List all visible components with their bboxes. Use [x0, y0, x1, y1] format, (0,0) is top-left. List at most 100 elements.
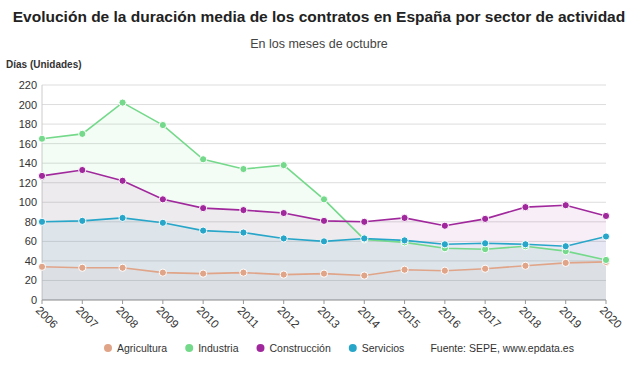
- point: [522, 262, 529, 269]
- point: [361, 218, 368, 225]
- x-tick-label: 2020: [598, 304, 625, 331]
- point: [280, 271, 287, 278]
- point: [320, 196, 327, 203]
- point: [320, 270, 327, 277]
- point: [482, 215, 489, 222]
- y-tick-label: 40: [25, 255, 37, 267]
- point: [562, 259, 569, 266]
- point: [119, 214, 126, 221]
- point: [38, 172, 45, 179]
- y-axis-label: Días (Unidades): [6, 59, 82, 70]
- x-tick-label: 2012: [275, 304, 302, 331]
- point: [361, 272, 368, 279]
- point: [159, 121, 166, 128]
- legend-label: Agricultura: [117, 342, 167, 354]
- point: [200, 156, 207, 163]
- x-tick-label: 2009: [154, 304, 181, 331]
- point: [361, 235, 368, 242]
- x-tick-label: 2014: [356, 304, 383, 331]
- x-tick-label: 2019: [557, 304, 584, 331]
- title: Evolución de la duración media de los co…: [13, 8, 625, 25]
- point: [441, 267, 448, 274]
- chart: Evolución de la duración media de los co…: [0, 0, 638, 375]
- point: [562, 202, 569, 209]
- x-tick-label: 2018: [517, 304, 544, 331]
- point: [119, 264, 126, 271]
- point: [522, 241, 529, 248]
- y-tick-label: 220: [19, 79, 37, 91]
- legend: Agricultura Industria Construcción Servicio…: [104, 342, 404, 354]
- point: [240, 165, 247, 172]
- point: [38, 218, 45, 225]
- point: [401, 237, 408, 244]
- point: [119, 177, 126, 184]
- y-tick-label: 120: [19, 177, 37, 189]
- point: [38, 135, 45, 142]
- point: [280, 162, 287, 169]
- x-tick-label: 2011: [235, 304, 261, 330]
- y-tick-label: 80: [25, 216, 37, 228]
- legend-swatch: [256, 344, 264, 352]
- y-tick-label: 100: [19, 196, 37, 208]
- point: [240, 269, 247, 276]
- y-tick-label: 180: [19, 118, 37, 130]
- point: [320, 238, 327, 245]
- x-tick-label: 2008: [114, 304, 141, 331]
- x-tick-label: 2010: [195, 304, 222, 331]
- legend-swatch: [104, 344, 112, 352]
- point: [38, 263, 45, 270]
- series-line: [42, 218, 606, 246]
- x-tick-label: 2017: [477, 304, 504, 331]
- legend-swatch: [185, 344, 193, 352]
- point: [200, 227, 207, 234]
- series-area: [42, 218, 606, 300]
- series-area: [42, 103, 606, 300]
- point: [280, 235, 287, 242]
- series-line: [42, 103, 606, 260]
- point: [482, 265, 489, 272]
- point: [200, 205, 207, 212]
- point: [79, 130, 86, 137]
- legend-label: Construcción: [269, 342, 330, 354]
- plot-area: [38, 99, 609, 300]
- point: [602, 212, 609, 219]
- grid: [42, 85, 606, 300]
- point: [79, 217, 86, 224]
- point: [602, 256, 609, 263]
- point: [79, 166, 86, 173]
- x-tick-label: 2006: [34, 304, 61, 331]
- point: [119, 99, 126, 106]
- series-area: [42, 170, 606, 300]
- point: [401, 214, 408, 221]
- legend-swatch: [349, 344, 357, 352]
- point: [79, 264, 86, 271]
- point: [361, 236, 368, 243]
- point: [441, 241, 448, 248]
- point: [401, 266, 408, 273]
- subtitle: En los meses de octubre: [250, 37, 388, 51]
- series-line: [42, 170, 606, 226]
- point: [482, 240, 489, 247]
- y-tick-label: 140: [19, 157, 37, 169]
- point: [280, 209, 287, 216]
- point: [159, 219, 166, 226]
- point: [522, 204, 529, 211]
- point: [441, 222, 448, 229]
- legend-label: Servicios: [362, 342, 405, 354]
- source: Fuente: SEPE, www.epdata.es: [430, 342, 574, 354]
- grid-line: [42, 85, 606, 86]
- y-tick-label: 160: [19, 138, 37, 150]
- x-tick-label: 2007: [74, 304, 101, 331]
- point: [240, 206, 247, 213]
- point: [320, 217, 327, 224]
- point: [159, 196, 166, 203]
- x-tick-label: 2015: [396, 304, 423, 331]
- point: [240, 229, 247, 236]
- legend-label: Industria: [198, 342, 238, 354]
- x-tick-label: 2013: [316, 304, 343, 331]
- point: [602, 233, 609, 240]
- x-tick-label: 2016: [436, 304, 463, 331]
- y-tick-label: 20: [25, 274, 37, 286]
- y-tick-label: 60: [25, 235, 37, 247]
- point: [562, 243, 569, 250]
